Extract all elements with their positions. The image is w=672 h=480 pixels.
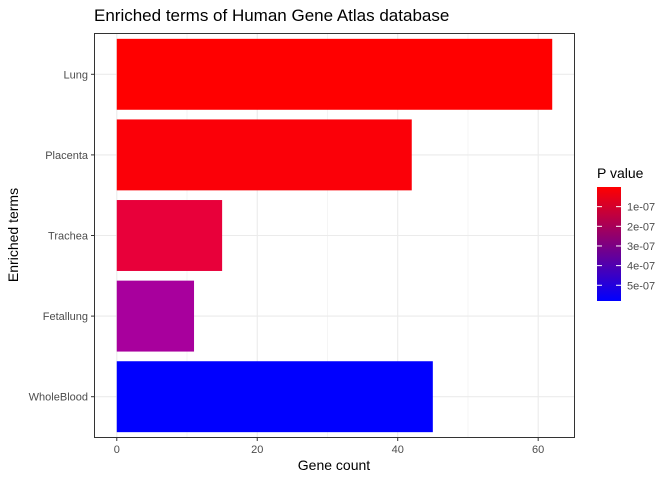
- y-tick-label: Lung: [64, 69, 88, 81]
- y-tick-label: WholeBlood: [29, 392, 88, 404]
- x-tick-label: 60: [532, 444, 544, 456]
- chart-title: Enriched terms of Human Gene Atlas datab…: [94, 6, 449, 25]
- y-tick-label: Placenta: [45, 150, 89, 162]
- legend-tick-label: 5e-07: [627, 280, 655, 292]
- y-axis-ticks: Lung Placenta Trachea Fetallung WholeBlood: [29, 69, 95, 404]
- legend-tick-label: 2e-07: [627, 221, 655, 233]
- legend-colorbar: [597, 187, 621, 301]
- legend-tick-label: 3e-07: [627, 241, 655, 253]
- bar-fetallung: [116, 280, 195, 352]
- bars: [116, 38, 553, 433]
- x-tick-label: 20: [251, 444, 263, 456]
- x-tick-label: 0: [114, 444, 120, 456]
- x-tick-label: 40: [392, 444, 404, 456]
- bar-lung: [116, 38, 553, 110]
- x-axis-ticks: 0 20 40 60: [114, 437, 544, 456]
- bar-wholeblood: [116, 361, 433, 433]
- x-axis-title: Gene count: [298, 457, 370, 473]
- y-tick-label: Fetallung: [43, 311, 88, 323]
- legend-tick-label: 1e-07: [627, 202, 655, 214]
- bar-trachea: [116, 200, 223, 271]
- y-tick-label: Trachea: [48, 231, 89, 243]
- legend-ticks: 1e-07 2e-07 3e-07 4e-07 5e-07: [597, 202, 655, 292]
- bar-placenta: [116, 119, 412, 191]
- legend-tick-label: 4e-07: [627, 261, 655, 273]
- legend-title: P value: [597, 165, 644, 181]
- legend: P value 1e-07 2e-07 3e-07 4e-07 5e-07: [597, 165, 655, 301]
- y-axis-title: Enriched terms: [5, 188, 21, 282]
